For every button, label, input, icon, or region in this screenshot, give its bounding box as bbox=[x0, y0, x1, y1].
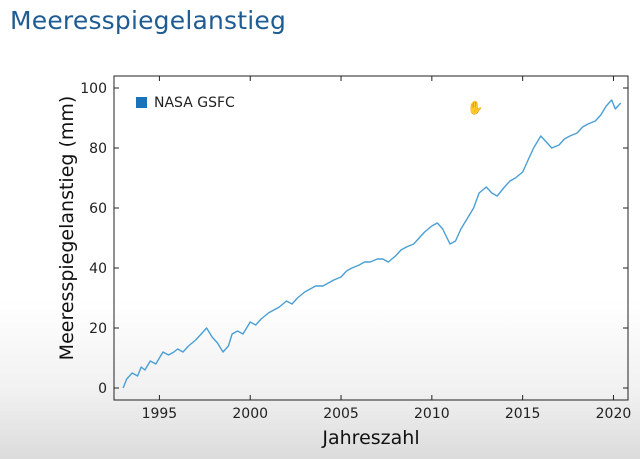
y-tick-label: 100 bbox=[80, 81, 107, 97]
x-tick-label: 2010 bbox=[414, 406, 450, 422]
x-tick-label: 2000 bbox=[232, 406, 268, 422]
y-axis-title: Meeresspiegelanstieg (mm) bbox=[56, 96, 78, 361]
x-tick-label: 2015 bbox=[505, 406, 541, 422]
chart-axes bbox=[113, 75, 629, 401]
x-tick-label: 2005 bbox=[323, 406, 359, 422]
chart-legend: NASA GSFC bbox=[136, 95, 235, 111]
legend-label: NASA GSFC bbox=[154, 95, 235, 111]
page-title: Meeresspiegelanstieg bbox=[10, 6, 287, 35]
chart-ticks: 1995 2000 2005 2010 2015 2020 0 20 40 60 80 100 bbox=[80, 76, 631, 422]
x-tick-label: 1995 bbox=[142, 406, 178, 422]
chart-series bbox=[122, 99, 622, 389]
y-tick-label: 80 bbox=[89, 141, 107, 157]
series-line bbox=[122, 99, 622, 389]
legend-swatch bbox=[136, 97, 147, 108]
y-tick-label: 20 bbox=[89, 321, 107, 337]
x-axis-title: Jahreszahl bbox=[321, 427, 419, 449]
plot-frame bbox=[113, 75, 629, 401]
x-tick-label: 2020 bbox=[596, 406, 632, 422]
y-tick-label: 40 bbox=[89, 261, 107, 277]
y-tick-label: 60 bbox=[89, 201, 107, 217]
hand-cursor-icon: ✋ bbox=[467, 101, 484, 116]
y-tick-label: 0 bbox=[98, 381, 107, 397]
